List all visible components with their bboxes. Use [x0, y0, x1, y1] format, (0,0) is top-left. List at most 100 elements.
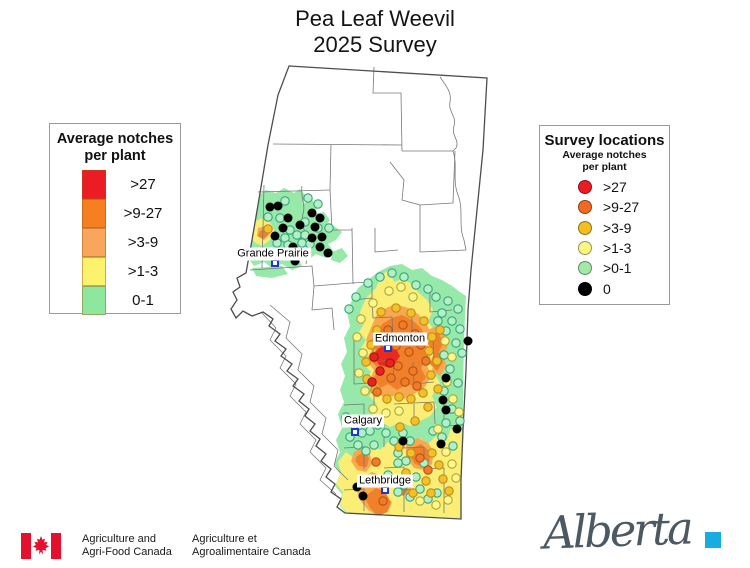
legend-class-label: >27 — [603, 179, 627, 196]
legend-right-title: Survey locations — [544, 132, 665, 149]
survey-point-green — [401, 456, 411, 466]
survey-point-yellow — [443, 495, 453, 505]
legend-right-row: >0-1 — [578, 258, 669, 278]
survey-point-red — [375, 366, 385, 376]
survey-point-amber — [427, 448, 437, 458]
survey-point-green — [357, 428, 367, 438]
title-line1: Pea Leaf Weevil — [295, 6, 455, 31]
survey-point-orange — [398, 320, 408, 330]
survey-points-layer — [263, 193, 473, 510]
legend-right-row: >27 — [578, 177, 669, 197]
survey-point-green — [453, 304, 463, 314]
legend-right-subtitle-line2: per plant — [582, 161, 627, 173]
aafc-fr-line1: Agriculture et — [192, 533, 257, 545]
legend-left-title: Average notches per plant — [50, 131, 180, 165]
survey-point-black — [358, 491, 368, 501]
survey-point-yellow — [440, 336, 450, 346]
survey-point-amber — [406, 308, 416, 318]
city-label-grande-prairie: Grande Prairie — [235, 247, 311, 261]
survey-point-black — [317, 232, 327, 242]
survey-point-orange — [404, 347, 414, 357]
survey-point-black — [436, 439, 446, 449]
city-label-calgary: Calgary — [342, 414, 384, 428]
survey-point-black — [295, 220, 305, 230]
aafc-french-text: Agriculture et Agroalimentaire Canada — [192, 533, 311, 559]
survey-point-green — [375, 272, 385, 282]
legend-class-label: >0-1 — [603, 260, 632, 277]
alberta-wordmark: Alberta — [542, 501, 692, 560]
survey-point-amber — [444, 486, 454, 496]
survey-point-yellow — [368, 404, 378, 414]
legend-left-row: 0-1 — [82, 286, 180, 315]
survey-point-green — [275, 213, 285, 223]
aafc-fr-line2: Agroalimentaire Canada — [192, 546, 311, 558]
survey-point-amber — [434, 460, 444, 470]
survey-point-orange — [378, 496, 388, 506]
survey-point-orange — [386, 373, 396, 383]
aafc-en-line2: Agri-Food Canada — [82, 546, 172, 558]
survey-point-amber — [382, 394, 392, 404]
survey-point-green — [445, 364, 455, 374]
survey-point-amber — [421, 476, 431, 486]
survey-point-green — [453, 378, 463, 388]
survey-point-yellow — [358, 348, 368, 358]
survey-point-green — [411, 280, 421, 290]
legend-left-row: >1-3 — [82, 257, 180, 286]
survey-point-amber — [426, 370, 436, 380]
legend-class-label: >9-27 — [123, 205, 163, 222]
survey-point-green — [431, 292, 441, 302]
survey-point-amber — [406, 394, 416, 404]
survey-point-green — [437, 308, 447, 318]
survey-point-green — [393, 487, 403, 497]
survey-point-green — [451, 338, 461, 348]
survey-point-green — [455, 416, 465, 426]
legend-left-title-line1: Average notches — [56, 131, 174, 147]
survey-point-green — [455, 324, 465, 334]
legend-point-swatch — [578, 180, 592, 195]
legend-left-row: >9-27 — [82, 199, 180, 228]
survey-point-amber — [427, 332, 437, 342]
survey-point-red — [367, 377, 377, 387]
survey-point-green — [344, 304, 354, 314]
survey-point-green — [441, 418, 451, 428]
survey-point-black — [307, 208, 317, 218]
survey-point-black — [438, 395, 448, 405]
aafc-en-line1: Agriculture and — [82, 533, 156, 545]
legend-point-swatch — [578, 220, 592, 235]
survey-point-green — [365, 426, 375, 436]
survey-point-yellow — [451, 473, 461, 483]
survey-point-orange — [412, 381, 422, 391]
survey-point-black — [441, 405, 451, 415]
alberta-logo: Alberta — [542, 501, 733, 564]
survey-point-green — [324, 223, 334, 233]
survey-point-green — [423, 284, 433, 294]
city-label-lethbridge: Lethbridge — [357, 474, 413, 488]
survey-point-amber — [423, 402, 433, 412]
survey-point-green — [393, 458, 403, 468]
survey-point-green — [351, 292, 361, 302]
survey-point-amber — [424, 346, 434, 356]
survey-point-amber — [433, 384, 443, 394]
survey-point-orange — [372, 387, 382, 397]
survey-point-black — [463, 336, 473, 346]
survey-point-yellow — [415, 496, 425, 506]
legend-class-label: 0-1 — [132, 292, 154, 309]
survey-point-orange — [371, 457, 381, 467]
canada-flag-icon — [21, 533, 61, 559]
legend-class-label: >27 — [130, 176, 156, 193]
legend-left-title-line2: per plant — [84, 148, 146, 164]
survey-point-green — [433, 316, 443, 326]
survey-point-yellow — [408, 292, 418, 302]
survey-point-green — [457, 348, 467, 358]
survey-point-orange — [408, 366, 418, 376]
survey-point-yellow — [433, 424, 443, 434]
legend-right-row: >3-9 — [578, 218, 669, 238]
legend-point-swatch — [578, 261, 592, 276]
survey-point-amber — [406, 448, 416, 458]
survey-point-red — [369, 352, 379, 362]
survey-point-yellow — [394, 406, 404, 416]
legend-class-label: >1-3 — [127, 263, 159, 280]
page-title: Pea Leaf Weevil 2025 Survey — [0, 6, 750, 58]
survey-point-black — [398, 436, 408, 446]
